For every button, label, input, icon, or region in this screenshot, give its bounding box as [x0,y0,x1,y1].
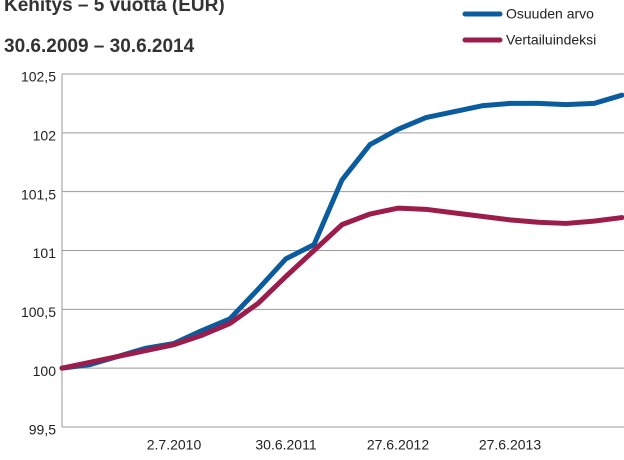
y-tick-label: 100,5 [21,304,56,320]
chart-subtitle: 30.6.2009 – 30.6.2014 [4,36,195,57]
series-line [59,205,624,371]
y-tick-label: 101,5 [21,186,56,202]
legend-label: Osuuden arvo [506,6,594,22]
legend-label: Vertailuindeksi [506,32,596,48]
x-tick-label: 27.6.2013 [479,437,541,453]
y-tick-label: 100 [33,363,57,379]
x-tick-label: 2.7.2010 [147,437,202,453]
series-line [59,92,624,371]
y-tick-label: 102,5 [21,69,56,85]
x-tick-label: 30.6.2011 [255,437,316,453]
x-tick-label: 27.6.2012 [367,437,429,453]
chart-title: Kehitys – 5 vuotta (EUR) [4,0,225,16]
y-tick-label: 101 [33,245,57,261]
y-tick-label: 102 [33,128,57,144]
y-tick-label: 99,5 [29,422,56,438]
